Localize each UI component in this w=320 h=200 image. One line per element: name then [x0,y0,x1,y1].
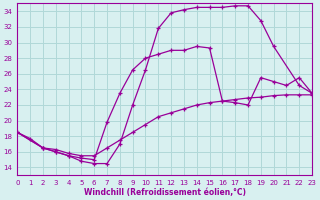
X-axis label: Windchill (Refroidissement éolien,°C): Windchill (Refroidissement éolien,°C) [84,188,246,197]
